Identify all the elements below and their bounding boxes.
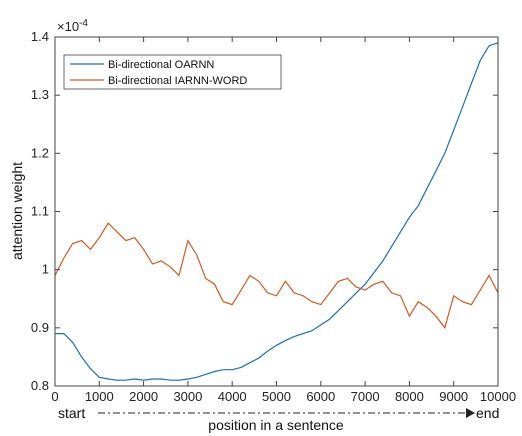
y-axis-multiplier-exponent: -4 <box>79 18 88 29</box>
direction-arrow-head <box>466 408 475 418</box>
x-tick-label-0: 0 <box>51 389 58 404</box>
x-tick-label-2: 2000 <box>129 389 158 404</box>
end-label: end <box>476 405 499 421</box>
series-line-0 <box>55 42 499 381</box>
legend-label-oarnn: Bi-directional OARNN <box>108 59 214 71</box>
x-axis-label: position in a sentence <box>208 417 344 433</box>
x-tick-label-4: 4000 <box>218 389 247 404</box>
y-tick-label-1: 0.9 <box>31 320 49 335</box>
x-tick-label-1: 1000 <box>85 389 114 404</box>
x-tick-label-3: 3000 <box>173 389 202 404</box>
legend: Bi-directional OARNN Bi-directional IARN… <box>63 54 282 90</box>
start-label: start <box>58 405 85 421</box>
y-tick-label-2: 1 <box>42 262 49 277</box>
y-tick-label-4: 1.2 <box>31 145 49 160</box>
y-axis-multiplier: ×10-4 <box>57 18 88 34</box>
x-tick-label-6: 6000 <box>306 389 335 404</box>
series-line-1 <box>54 222 499 330</box>
x-tick-label-10: 10000 <box>480 389 516 404</box>
y-tick-label-3: 1.1 <box>31 204 49 219</box>
y-axis-multiplier-base: ×10 <box>57 19 79 34</box>
legend-box <box>63 54 282 90</box>
y-tick-label-6: 1.4 <box>31 29 49 44</box>
plot-area <box>55 37 498 386</box>
tick-layer: 0 1000 2000 3000 4000 5000 6000 7000 8000 9000 100… <box>31 29 516 404</box>
x-tick-label-8: 8000 <box>395 389 424 404</box>
legend-label-iarnn-word: Bi-directional IARNN-WORD <box>108 75 247 87</box>
x-tick-label-7: 7000 <box>351 389 380 404</box>
y-axis-label: attention weight <box>9 162 25 260</box>
y-tick-label-0: 0.8 <box>31 378 49 393</box>
x-tick-label-9: 9000 <box>439 389 468 404</box>
x-tick-label-5: 5000 <box>262 389 291 404</box>
y-tick-label-5: 1.3 <box>31 87 49 102</box>
series-layer <box>54 42 499 381</box>
